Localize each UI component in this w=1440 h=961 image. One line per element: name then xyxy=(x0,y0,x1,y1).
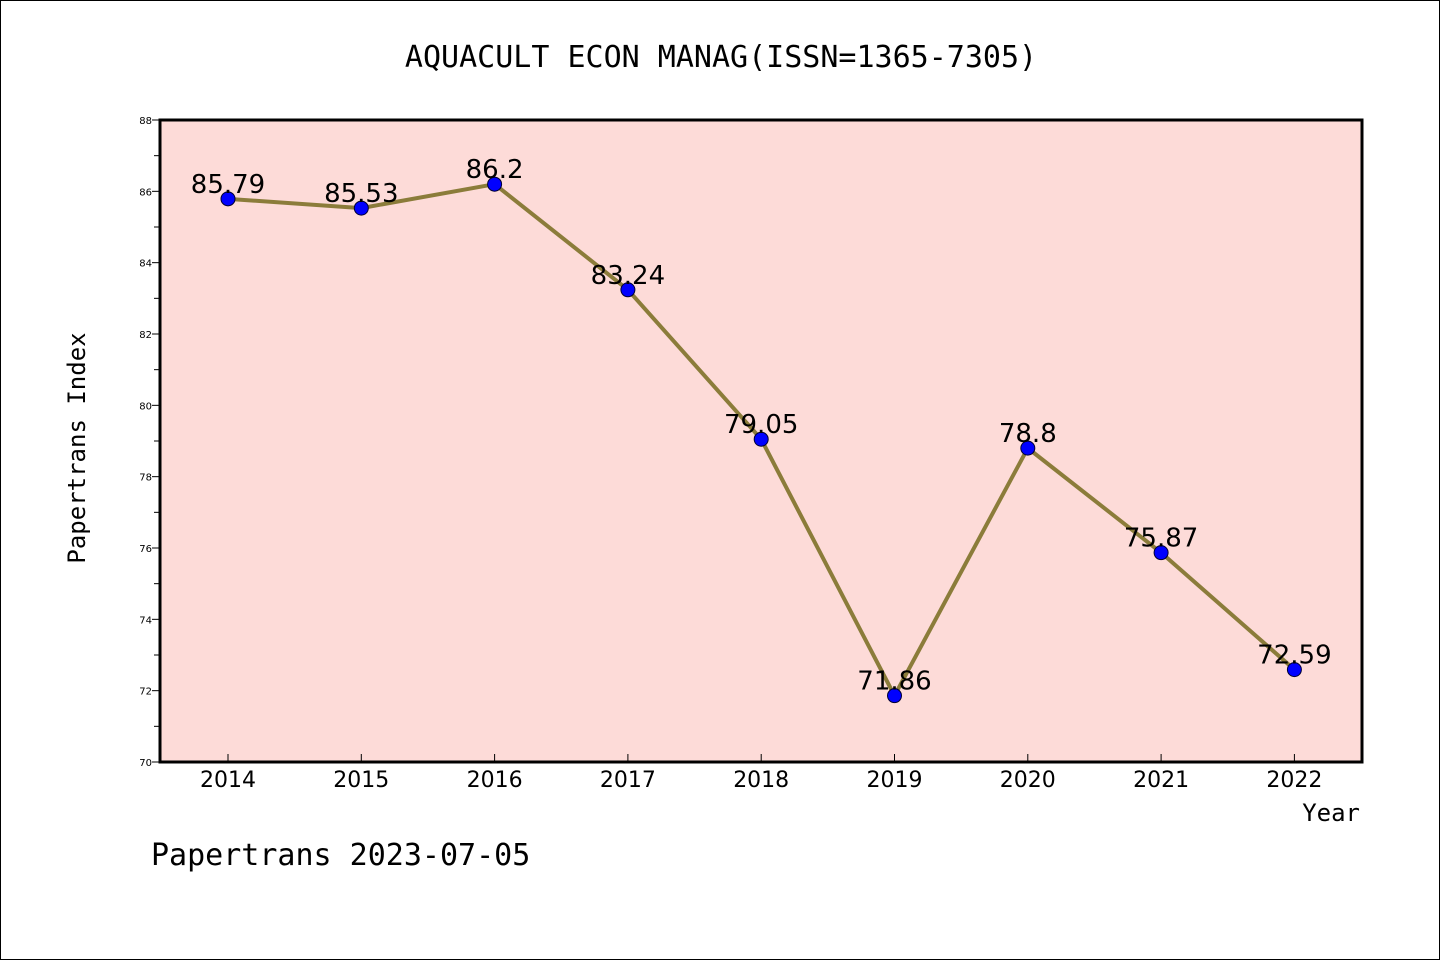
data-point xyxy=(1020,440,1036,456)
x-axis: 2014 2015 2016 2017 2018 2019 2020 2021 2022 xyxy=(200,754,1322,793)
data-point xyxy=(887,688,902,704)
data-label: 71.86 xyxy=(857,667,931,697)
data-point xyxy=(1153,545,1169,561)
x-tick-label: 2022 xyxy=(1266,768,1322,793)
y-tick-label: 80 xyxy=(139,401,152,412)
y-tick-label: 82 xyxy=(139,330,152,341)
y-tick-label: 74 xyxy=(139,615,152,626)
data-point xyxy=(487,176,503,192)
y-axis-label: Papertrans Index xyxy=(63,332,91,563)
data-labels: 85.79 85.53 86.2 83.24 79.05 71.86 78.8 75.87 72… xyxy=(191,155,1332,696)
x-tick-label: 2017 xyxy=(600,768,656,793)
y-tick-label: 70 xyxy=(139,758,152,769)
chart-title: AQUACULT ECON MANAG(ISSN=1365-7305) xyxy=(405,40,1037,75)
y-tick-label: 76 xyxy=(139,544,152,555)
footer-date: Papertrans 2023-07-05 xyxy=(151,838,530,873)
y-tick-label: 72 xyxy=(139,687,152,698)
data-point xyxy=(753,431,769,447)
x-tick-label: 2021 xyxy=(1133,768,1189,793)
x-tick-label: 2016 xyxy=(467,768,523,793)
data-label: 79.05 xyxy=(724,410,798,440)
x-axis-label: Year xyxy=(1302,799,1360,827)
data-label: 83.24 xyxy=(591,261,665,291)
data-point xyxy=(1286,662,1302,678)
data-label: 75.87 xyxy=(1124,524,1198,554)
x-tick-label: 2019 xyxy=(867,768,923,793)
y-axis: 70 72 74 76 78 80 82 84 86 88 xyxy=(139,116,160,769)
y-tick-label: 86 xyxy=(139,187,152,198)
x-tick-label: 2015 xyxy=(333,768,389,793)
x-tick-label: 2020 xyxy=(1000,768,1056,793)
data-label: 78.8 xyxy=(999,419,1057,449)
data-point xyxy=(353,200,369,216)
x-tick-label: 2018 xyxy=(733,768,789,793)
data-point xyxy=(220,191,236,207)
x-tick-label: 2014 xyxy=(200,768,256,793)
data-point xyxy=(620,282,636,298)
y-tick-label: 88 xyxy=(139,116,152,127)
data-label: 86.2 xyxy=(466,155,524,185)
y-tick-label: 78 xyxy=(139,473,152,484)
data-label: 72.59 xyxy=(1257,641,1331,671)
data-label: 85.79 xyxy=(191,170,265,200)
data-points xyxy=(220,176,1302,704)
y-tick-label: 84 xyxy=(139,259,152,270)
data-label: 85.53 xyxy=(324,179,398,209)
